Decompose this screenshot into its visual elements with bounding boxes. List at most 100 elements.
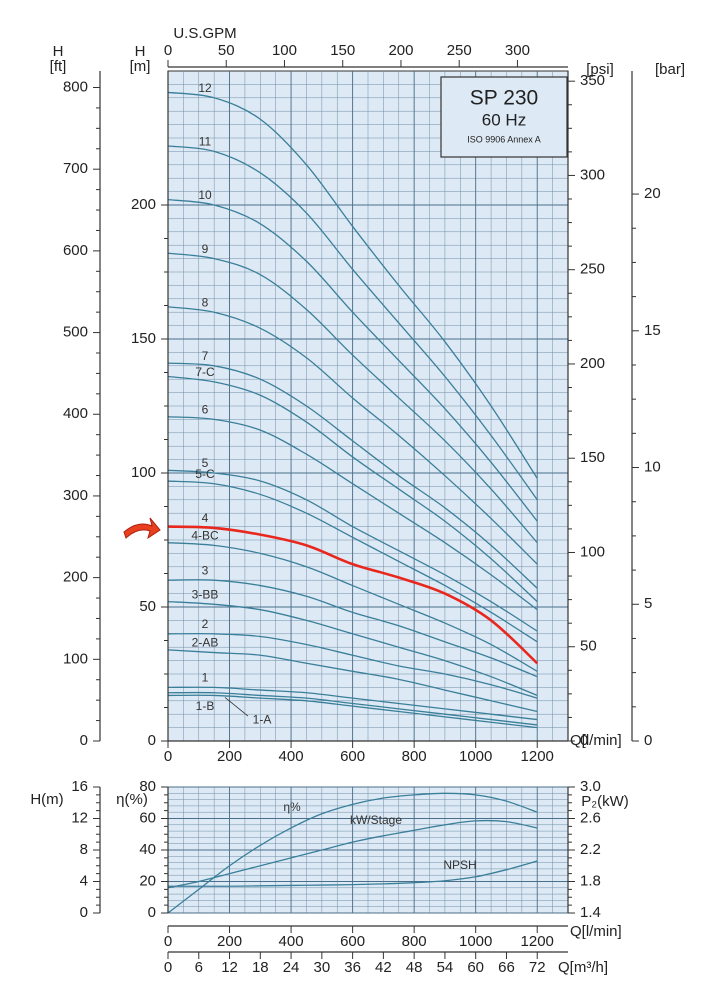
tick-label: 20 [139, 872, 156, 889]
chart-note: ISO 9906 Annex A [467, 134, 541, 144]
highlight-arrow [123, 517, 161, 540]
tick-label: 0 [644, 732, 652, 749]
tick-label: 600 [340, 748, 365, 765]
tick-label: 50 [218, 42, 235, 59]
tick-label: 66 [498, 959, 515, 976]
tick-label: 18 [252, 959, 269, 976]
tick-label: 0 [164, 933, 172, 950]
tick-label: 200 [63, 569, 88, 586]
tick-label: 0 [580, 732, 588, 749]
tick-label: 350 [580, 72, 605, 89]
tick-label: 700 [63, 160, 88, 177]
tick-label: 800 [402, 933, 427, 950]
x2-axis-label: U.S.GPM [173, 25, 236, 42]
tick-label: 20 [644, 185, 661, 202]
tick-label: 1200 [521, 748, 554, 765]
curve [167, 691, 538, 726]
curve [167, 579, 538, 678]
x-axis-label: Q[l/min] [570, 923, 622, 940]
tick-label: 0 [80, 904, 88, 921]
tick-label: 100 [580, 543, 605, 560]
curve-label: 9 [202, 242, 209, 256]
tick-label: 1.4 [580, 904, 601, 921]
curve-label: 10 [198, 188, 212, 202]
tick-label: 0 [80, 732, 88, 749]
y2-label: P₂(kW) [581, 793, 628, 810]
curve [167, 469, 538, 632]
tick-label: 800 [63, 78, 88, 95]
tick-label: 500 [63, 324, 88, 341]
tick-label: 72 [529, 959, 546, 976]
tick-label: 3.0 [580, 778, 601, 795]
curve-label: 11 [199, 135, 212, 149]
curve-label: 8 [202, 295, 209, 309]
curve-label: 3-BB [192, 587, 219, 601]
curve [167, 819, 538, 889]
x-axis-label: Q[l/min] [570, 732, 622, 749]
tick-label: 1.8 [580, 872, 601, 889]
tick-label: 50 [580, 638, 597, 655]
y-ft-unit: [ft] [50, 58, 67, 75]
tick-label: 400 [279, 933, 304, 950]
tick-label: 24 [283, 959, 300, 976]
tick-label: 400 [63, 405, 88, 422]
tick-label: 40 [139, 841, 156, 858]
curve [167, 416, 538, 611]
y-label: η(%) [116, 791, 148, 808]
tick-label: 300 [63, 487, 88, 504]
tick-label: 0 [164, 42, 172, 59]
tick-label: 2.2 [580, 841, 601, 858]
curve [167, 600, 538, 697]
curve-label: 2 [202, 617, 209, 631]
curve-label: η% [283, 800, 301, 814]
curve-label: 2-AB [192, 636, 219, 650]
curve-label: 4 [202, 511, 209, 525]
tick-label: 1000 [459, 933, 492, 950]
tick-label: 0 [148, 732, 156, 749]
tick-label: 60 [467, 959, 484, 976]
tick-label: 100 [131, 464, 156, 481]
tick-label: 200 [388, 42, 413, 59]
curve-label: 7 [202, 349, 209, 363]
tick-label: 250 [447, 42, 472, 59]
tick-label: 12 [221, 959, 238, 976]
curve [167, 686, 538, 721]
tick-label: 250 [580, 261, 605, 278]
curve-label: 1-A [253, 712, 272, 726]
curve-label: 5 [202, 456, 209, 470]
tick-label: 12 [71, 809, 88, 826]
curve [167, 649, 538, 713]
tick-label: 150 [330, 42, 355, 59]
tick-label: 5 [644, 595, 652, 612]
y-psi-unit: [psi] [586, 61, 614, 78]
tick-label: 600 [63, 242, 88, 259]
curve-label: NPSH [443, 858, 476, 872]
y-ft-label: H [53, 43, 64, 60]
tick-label: 4 [80, 872, 88, 889]
title-box [440, 76, 568, 158]
curve-label: 3 [202, 563, 209, 577]
curve-label: 1 [202, 671, 209, 685]
curve [167, 306, 538, 565]
tick-label: 6 [195, 959, 203, 976]
curve [167, 525, 539, 665]
tick-label: 400 [279, 748, 304, 765]
tick-label: 600 [340, 933, 365, 950]
tick-label: 800 [402, 748, 427, 765]
curve [167, 632, 538, 699]
tick-label: 100 [272, 42, 297, 59]
curve [167, 362, 538, 589]
curve [167, 91, 538, 479]
curve-label: kW/Stage [350, 813, 402, 827]
tick-label: 2.6 [580, 809, 601, 826]
y-bar-unit: [bar] [655, 61, 685, 78]
tick-label: 200 [580, 355, 605, 372]
tick-label: 80 [139, 778, 156, 795]
tick-label: 42 [375, 959, 392, 976]
tick-label: 54 [437, 959, 454, 976]
curve [167, 375, 538, 603]
y-label: H [135, 43, 146, 60]
y3-label: H(m) [30, 791, 63, 808]
curve-label: 7-C [195, 365, 215, 379]
